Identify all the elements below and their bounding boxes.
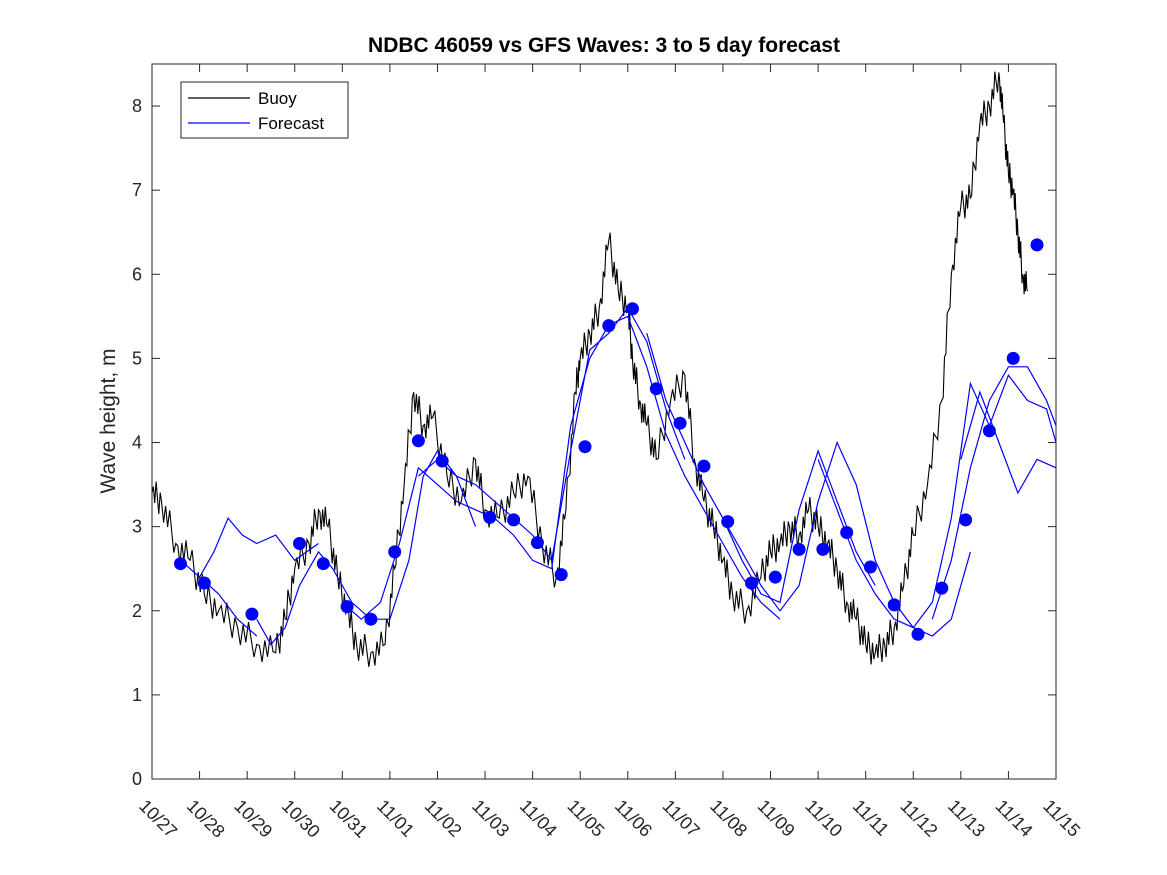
axes-box — [151, 63, 1057, 780]
legend-buoy-label: Buoy — [258, 89, 297, 108]
forecast-point — [626, 302, 639, 316]
forecast-points — [174, 238, 1044, 641]
forecast-point — [816, 542, 830, 556]
forecast-point — [245, 607, 259, 621]
forecast-point — [959, 513, 973, 527]
forecast-point — [174, 557, 187, 571]
y-tick-label: 1 — [132, 685, 142, 705]
x-tick-label: 10/30 — [278, 796, 324, 842]
forecast-point — [364, 612, 378, 626]
x-tick-label: 10/28 — [183, 796, 229, 842]
forecast-point — [673, 416, 687, 430]
x-tick-label: 11/02 — [421, 796, 466, 841]
forecast-point — [887, 598, 901, 612]
x-tick-label: 10/31 — [325, 796, 371, 842]
forecast-point — [745, 576, 758, 590]
forecast-point — [435, 454, 449, 468]
forecast-line-3 — [256, 449, 477, 646]
forecast-point — [340, 600, 354, 614]
buoy-series — [151, 71, 1029, 667]
x-tick-label: 11/10 — [801, 796, 846, 841]
forecast-line-10 — [931, 366, 1057, 620]
y-tick-label: 8 — [132, 96, 142, 116]
forecast-point — [1030, 238, 1044, 252]
forecast-point — [982, 424, 996, 438]
y-tick-label: 4 — [132, 433, 142, 453]
x-tick-label: 11/04 — [516, 796, 561, 841]
x-tick-label: 11/01 — [373, 796, 418, 841]
forecast-point — [863, 560, 877, 574]
forecast-point — [578, 440, 592, 454]
forecast-line-2 — [199, 517, 319, 578]
y-tick-label: 0 — [132, 769, 142, 789]
x-tick-label: 11/12 — [896, 796, 941, 841]
x-tick-label: 10/29 — [230, 796, 276, 842]
y-tick-label: 6 — [132, 264, 142, 284]
forecast-point — [316, 557, 330, 571]
forecast-point — [388, 545, 402, 559]
forecast-point — [792, 542, 806, 556]
y-tick-label: 2 — [132, 601, 142, 621]
forecast-point — [483, 510, 497, 524]
forecast-line-9 — [817, 373, 1057, 629]
forecast-point — [649, 382, 663, 396]
y-tick-label: 7 — [132, 180, 142, 200]
forecast-line-5 — [418, 306, 686, 562]
x-tick-label: 11/11 — [849, 796, 893, 840]
forecast-point — [602, 319, 616, 333]
legend: Buoy Forecast — [180, 81, 349, 139]
forecast-point — [507, 513, 521, 527]
y-tick-label: 5 — [132, 348, 142, 368]
x-tick-label: 11/05 — [563, 796, 608, 841]
forecast-point — [530, 536, 544, 550]
plot-frame — [152, 64, 1056, 779]
plot-area — [152, 64, 1056, 779]
chart-title: NDBC 46059 vs GFS Waves: 3 to 5 day fore… — [368, 34, 840, 57]
forecast-line-1 — [180, 559, 258, 637]
forecast-point — [197, 576, 211, 590]
forecast-line-6 — [551, 315, 781, 620]
x-tick-label: 11/06 — [611, 796, 656, 841]
forecast-line-11 — [960, 390, 1057, 495]
forecast-line-7 — [646, 333, 876, 604]
legend-forecast-label: Forecast — [258, 114, 324, 133]
forecast-point — [293, 537, 306, 550]
x-tick-label: 11/08 — [706, 796, 751, 841]
forecast-point — [768, 570, 782, 584]
forecast-point — [911, 627, 925, 641]
forecast-point — [697, 459, 711, 473]
forecast-point — [554, 568, 568, 582]
y-axis-label: Wave height, m — [97, 348, 120, 493]
x-tick-label: 11/15 — [1039, 796, 1084, 841]
forecast-point — [840, 526, 854, 539]
forecast-line-4 — [341, 466, 552, 621]
forecast-line-8 — [722, 440, 971, 637]
forecast-point — [935, 581, 949, 595]
forecast-series — [180, 306, 1057, 646]
forecast-point — [411, 434, 425, 448]
x-tick-label: 10/27 — [135, 796, 181, 842]
y-tick-label: 3 — [132, 517, 142, 537]
x-tick-label: 11/09 — [754, 796, 799, 841]
x-tick-label: 11/07 — [659, 796, 704, 841]
legend-box — [180, 81, 349, 139]
x-tick-label: 11/14 — [992, 796, 1037, 841]
buoy-line — [151, 71, 1029, 667]
forecast-point — [721, 515, 735, 529]
x-tick-label: 11/13 — [944, 796, 989, 841]
forecast-point — [1006, 351, 1020, 365]
x-tick-label: 11/03 — [468, 796, 513, 841]
